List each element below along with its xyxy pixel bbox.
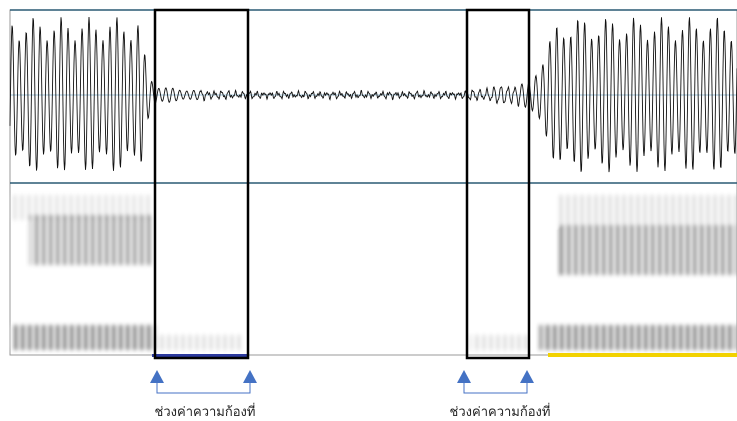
- figure: ช่วงค่าความก้องที่ ช่วงค่าความก้องที่: [0, 0, 737, 421]
- segment-bar: [152, 354, 248, 357]
- annotation-label: ช่วงค่าความก้องที่: [450, 403, 551, 420]
- annotation-label: ช่วงค่าความก้องที่: [155, 403, 256, 420]
- selection-bar: [548, 353, 737, 357]
- brackets: [157, 383, 527, 393]
- arrows: [150, 370, 534, 383]
